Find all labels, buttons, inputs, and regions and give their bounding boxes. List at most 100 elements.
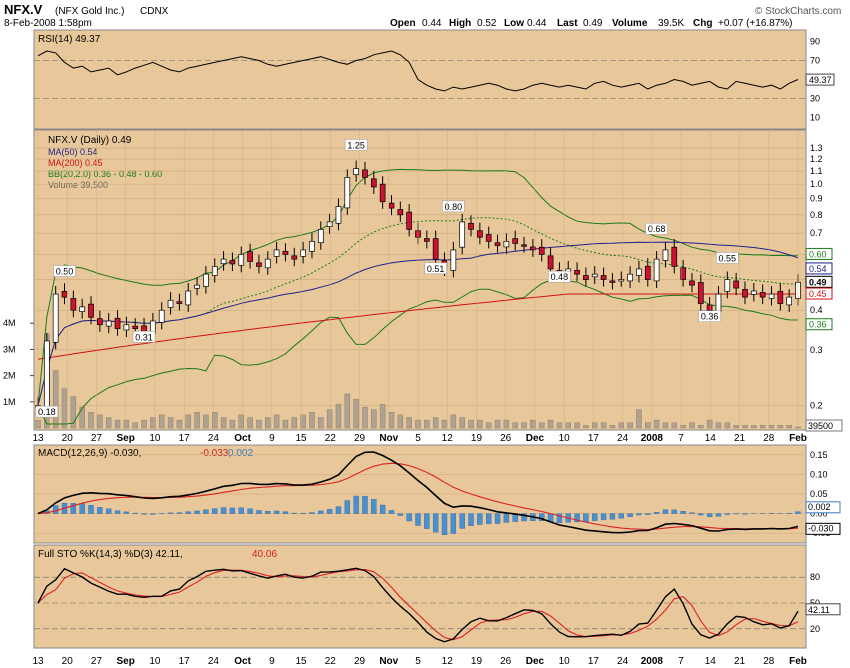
candle-body	[627, 273, 633, 282]
macd-histogram-bar	[379, 504, 386, 514]
macd-histogram-bar	[388, 510, 395, 514]
price-right-label: 0.60	[809, 249, 827, 259]
candle-body	[503, 240, 510, 248]
candle-body	[530, 246, 536, 251]
rsi-tick-label: 90	[810, 37, 820, 47]
macd-histogram-bar	[203, 509, 209, 514]
candle-body	[477, 230, 483, 238]
volume-bar	[176, 419, 183, 429]
macd-histogram-bar	[424, 513, 430, 529]
volume-tick-label: 4M	[3, 318, 16, 328]
candle-body	[423, 238, 430, 242]
volume-bar	[645, 422, 651, 429]
low-label: Low	[504, 18, 524, 29]
candle-body	[335, 206, 342, 224]
candle-body	[167, 299, 174, 308]
volume-bar	[468, 419, 474, 429]
volume-tick-label: 1M	[3, 397, 16, 407]
macd-histogram-bar	[600, 513, 607, 521]
candle-body	[194, 284, 200, 289]
candle-body	[600, 275, 607, 280]
macd-tick-label: 0.05	[810, 489, 828, 499]
volume-bar	[371, 409, 377, 429]
volume-bar	[397, 414, 404, 429]
ma200-legend: MA(200) 0.45	[48, 158, 103, 168]
x-axis-label: 14	[705, 433, 717, 444]
watermark: © StockCharts.com	[755, 6, 841, 17]
x-axis-label: 29	[354, 433, 366, 444]
price-tick-label: 1.1	[810, 166, 823, 176]
x-axis-label: Feb	[789, 433, 807, 444]
x-axis-label-bottom: Oct	[234, 656, 251, 667]
last-label: Last	[557, 18, 578, 29]
price-right-label: 0.49	[809, 277, 827, 287]
volume-bar	[88, 412, 94, 429]
volume-bar	[494, 419, 501, 429]
candle-body	[97, 318, 103, 326]
candle-body	[300, 249, 306, 257]
macd-histogram-bar	[265, 510, 271, 514]
candle-body	[538, 246, 545, 255]
last-value: 0.49	[583, 18, 603, 29]
x-axis-label: Oct	[234, 433, 251, 444]
volume-tick-label: 2M	[3, 371, 16, 381]
candle-body	[494, 242, 501, 246]
candle-body	[521, 244, 527, 247]
price-tick-label: 0.4	[810, 305, 823, 315]
x-axis-label-bottom: 10	[149, 656, 161, 667]
macd-histogram-bar	[344, 500, 351, 514]
rsi-tick-label: 30	[810, 94, 820, 104]
volume-bar	[97, 414, 103, 429]
candle-body	[203, 273, 209, 287]
volume-bar	[379, 404, 386, 429]
low-value: 0.44	[527, 18, 547, 29]
candle-body	[671, 246, 678, 267]
x-axis-label: 13	[32, 433, 44, 444]
candle-body	[344, 177, 351, 209]
volume-bar	[503, 419, 510, 429]
price-right-label: 0.36	[809, 320, 827, 330]
candle-body	[768, 293, 775, 299]
macd-histogram-bar	[653, 512, 660, 514]
rsi-value-box	[805, 73, 835, 86]
macd-histogram-bar	[105, 508, 112, 514]
volume-bar	[485, 422, 492, 429]
volume-bar	[229, 419, 236, 429]
macd-histogram-bar	[229, 507, 236, 514]
macd-histogram-bar	[326, 509, 333, 514]
candle-body	[123, 324, 130, 331]
volume-bar	[786, 425, 792, 429]
candle-body	[644, 265, 651, 280]
volume-bar	[114, 419, 121, 429]
macd-histogram-bar	[662, 509, 669, 514]
candle-body	[406, 211, 413, 230]
chg-value: +0.07 (+16.87%)	[718, 18, 793, 29]
price-annotation-label: 0.50	[56, 267, 74, 277]
candle-body	[70, 298, 77, 311]
volume-bar	[52, 370, 59, 429]
x-axis-label-bottom: 10	[559, 656, 571, 667]
macd-signal-legend: -0.033,	[200, 448, 231, 459]
price-annotation-label: 0.36	[701, 312, 719, 322]
sto-value-label: 42.11	[808, 605, 830, 615]
volume-bar	[706, 419, 713, 429]
candle-body	[61, 290, 68, 298]
x-axis-label: 24	[617, 433, 629, 444]
volume-bar	[662, 422, 669, 429]
price-tick-label: 0.7	[810, 228, 823, 238]
volume-bar	[441, 419, 448, 429]
macd-histogram-bar	[70, 503, 77, 514]
macd-histogram-bar	[185, 511, 191, 514]
volume-bar	[318, 417, 324, 429]
rsi-tick-label: 10	[810, 113, 820, 123]
candle-body	[211, 266, 218, 276]
price-annotation-box	[716, 252, 739, 264]
macd-legend: MACD(12,26,9) -0.030,	[38, 448, 141, 459]
x-axis-label-bottom: 28	[763, 656, 775, 667]
x-axis-label-bottom: 12	[442, 656, 454, 667]
volume-bar	[538, 422, 545, 429]
x-axis-label: 21	[734, 433, 746, 444]
rsi-tick-label: 70	[810, 56, 820, 66]
x-axis-label: 12	[442, 433, 454, 444]
candle-body	[636, 268, 642, 276]
